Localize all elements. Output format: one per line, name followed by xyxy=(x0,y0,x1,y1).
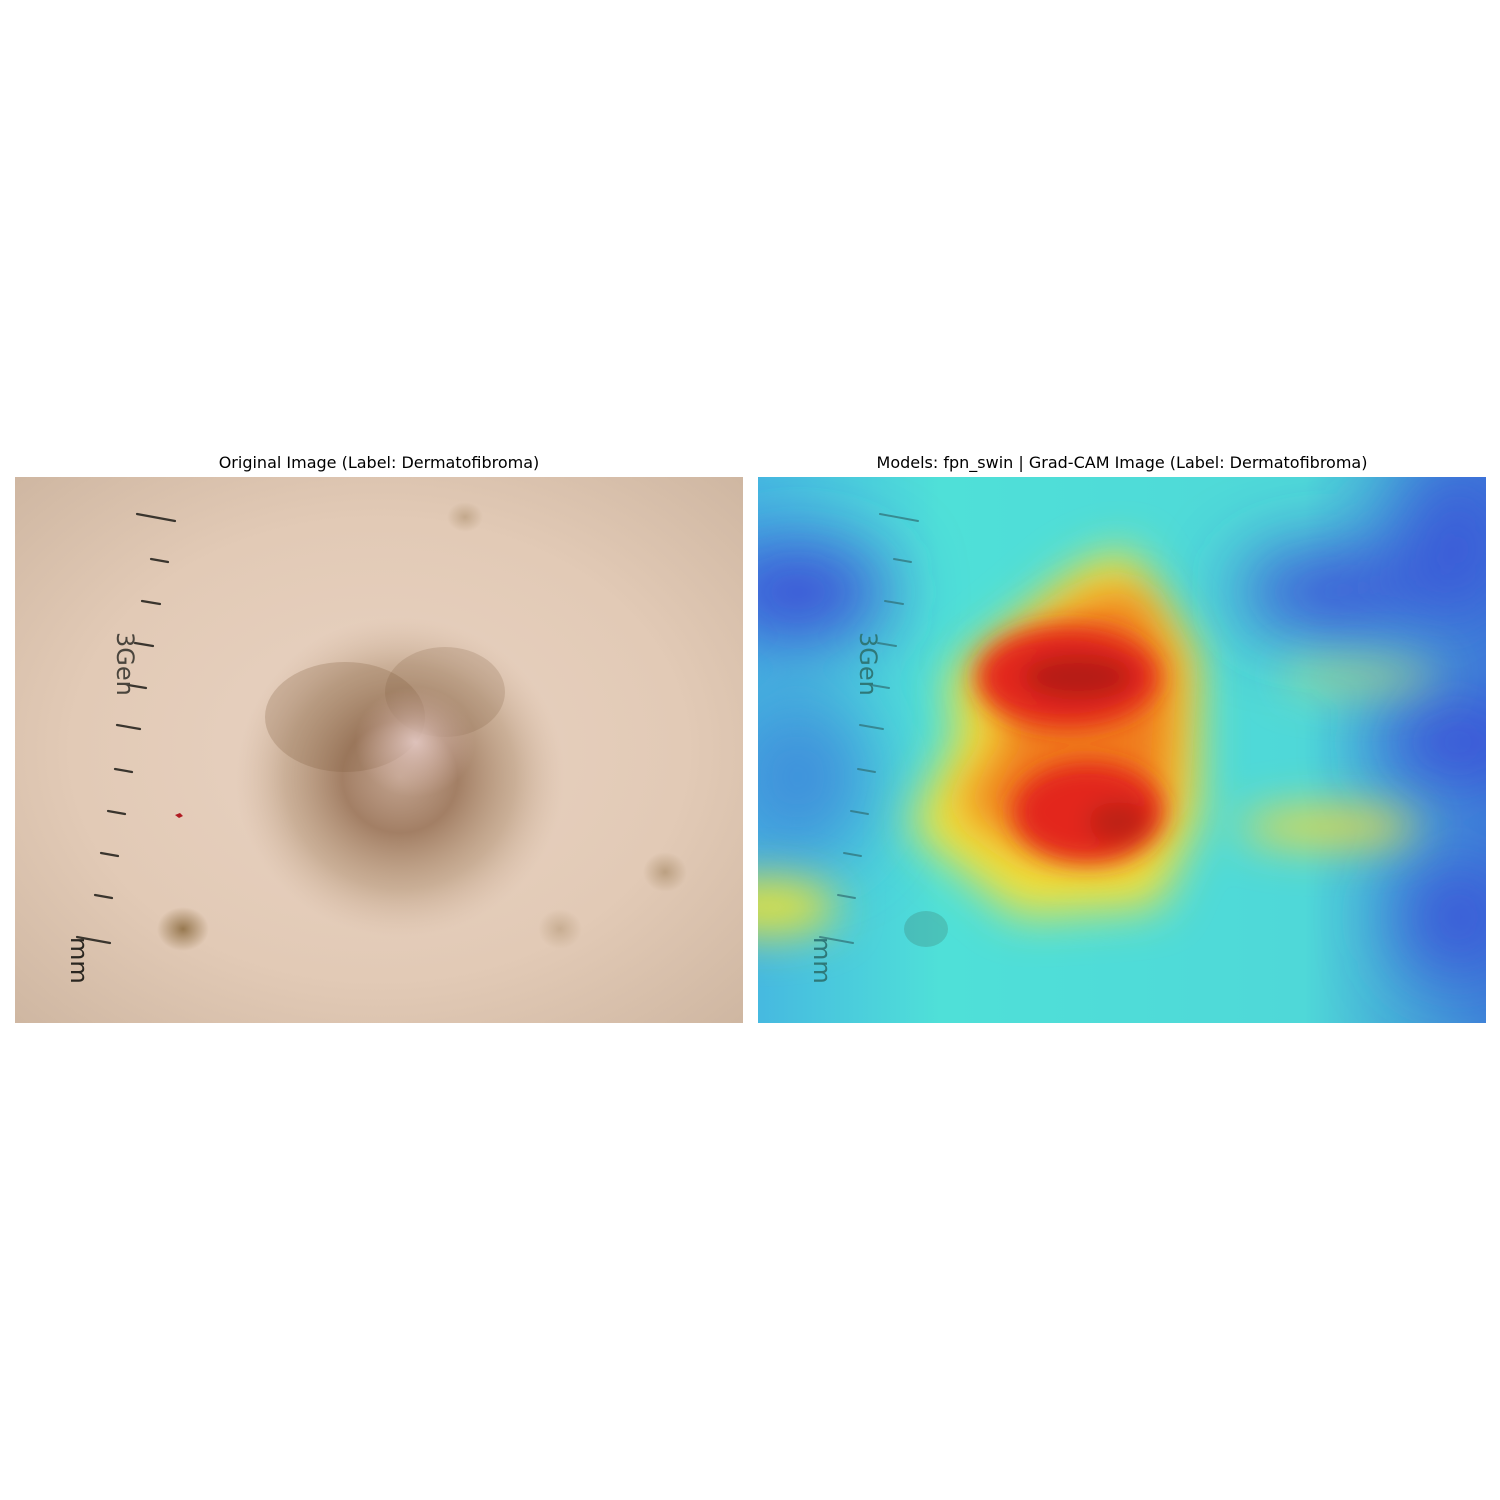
gradcam-ruler-number-mark: 3Gen xyxy=(854,632,882,696)
gradcam-ruler-unit-mark: mm xyxy=(808,937,836,984)
original-dermoscopy-image: 3Gen mm xyxy=(15,477,743,1023)
gradcam-heatmap xyxy=(758,477,1486,1023)
original-image-title: Original Image (Label: Dermatofibroma) xyxy=(218,453,540,472)
original-image-panel: Original Image (Label: Dermatofibroma) xyxy=(15,450,743,1023)
gradcam-image-title: Models: fpn_swin | Grad-CAM Image (Label… xyxy=(876,453,1368,472)
gradcam-image-panel: Models: fpn_swin | Grad-CAM Image (Label… xyxy=(758,450,1486,1023)
ruler-number-mark: 3Gen xyxy=(111,632,139,696)
gradcam-heatmap-image: 3Gen mm xyxy=(758,477,1486,1023)
ruler-unit-mark: mm xyxy=(65,937,93,984)
skin-lesion-photo xyxy=(15,477,743,1023)
